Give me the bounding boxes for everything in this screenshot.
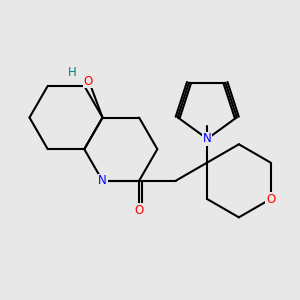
Text: O: O: [83, 75, 93, 88]
Text: O: O: [266, 193, 275, 206]
Text: N: N: [203, 132, 212, 145]
Text: H: H: [68, 66, 76, 80]
Text: O: O: [134, 203, 144, 217]
Text: N: N: [98, 174, 107, 187]
